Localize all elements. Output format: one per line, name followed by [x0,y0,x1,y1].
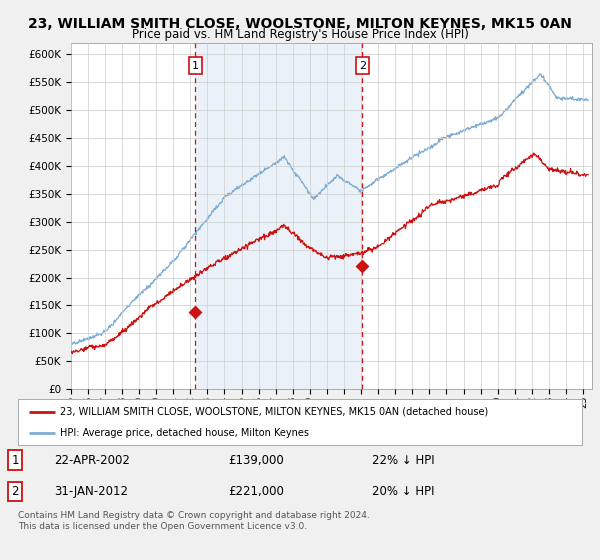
Text: 1: 1 [11,454,19,466]
Point [191,307,200,316]
Text: Price paid vs. HM Land Registry's House Price Index (HPI): Price paid vs. HM Land Registry's House … [131,28,469,41]
Text: 22-APR-2002: 22-APR-2002 [54,454,130,466]
Text: 1: 1 [192,60,199,71]
Bar [196,43,362,389]
Text: £139,000: £139,000 [228,454,284,466]
Text: HPI: Average price, detached house, Milton Keynes: HPI: Average price, detached house, Milt… [60,428,310,438]
Text: Contains HM Land Registry data © Crown copyright and database right 2024.
This d: Contains HM Land Registry data © Crown c… [18,511,370,531]
Text: 20% ↓ HPI: 20% ↓ HPI [372,485,434,498]
Text: £221,000: £221,000 [228,485,284,498]
Text: 2: 2 [359,60,366,71]
Text: 23, WILLIAM SMITH CLOSE, WOOLSTONE, MILTON KEYNES, MK15 0AN: 23, WILLIAM SMITH CLOSE, WOOLSTONE, MILT… [28,17,572,31]
Text: 31-JAN-2012: 31-JAN-2012 [54,485,128,498]
Text: 23, WILLIAM SMITH CLOSE, WOOLSTONE, MILTON KEYNES, MK15 0AN (detached house): 23, WILLIAM SMITH CLOSE, WOOLSTONE, MILT… [60,407,488,417]
Text: 2: 2 [11,485,19,498]
Text: 22% ↓ HPI: 22% ↓ HPI [372,454,434,466]
Point [358,262,367,270]
